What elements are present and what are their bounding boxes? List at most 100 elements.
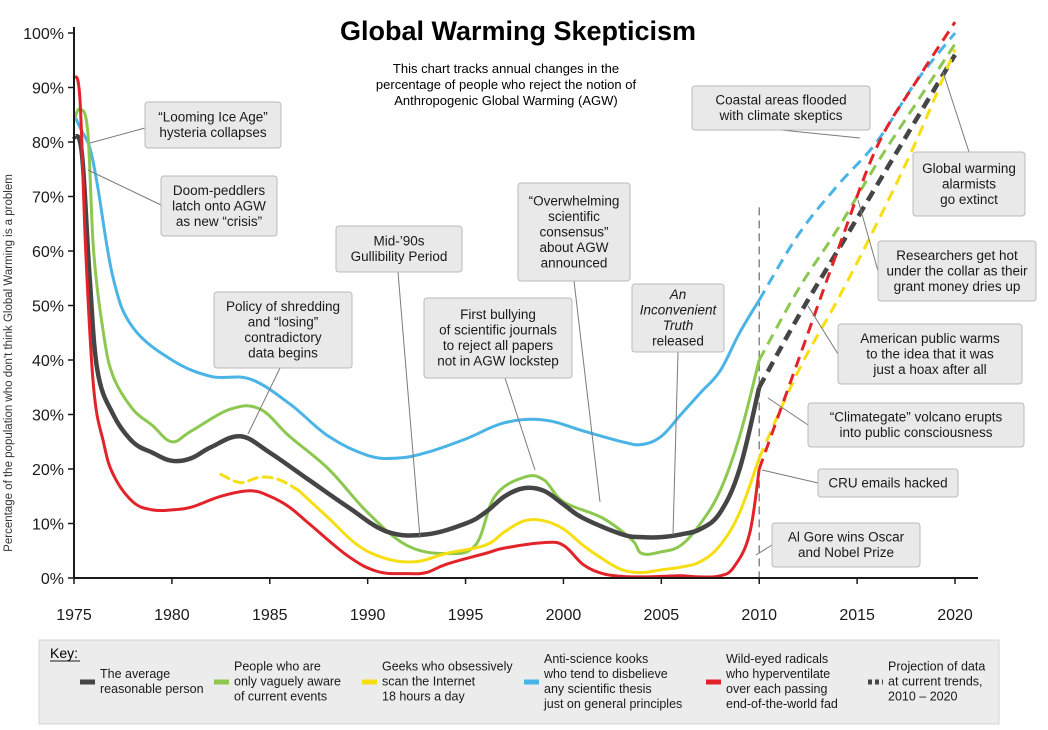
- annotations: “Looming Ice Age”hysteria collapses Doom-…: [87, 71, 1037, 568]
- annotation-leader: [504, 377, 536, 471]
- x-tick-label: 1995: [448, 607, 484, 624]
- annotation-box: [144, 101, 282, 149]
- annotation-text: not in AGW lockstep: [437, 354, 559, 369]
- legend-entry-text: scan the Internet: [382, 675, 476, 689]
- annotation-text: Policy of shredding: [226, 299, 340, 314]
- chart-subtitle: This chart tracks annual changes in thep…: [376, 61, 637, 108]
- annotation-text: latch onto AGW: [172, 198, 266, 213]
- series-3-early-dashed: [219, 472, 301, 493]
- legend-entry-text: end-of-the-world fad: [726, 697, 838, 711]
- annotation-text: Researchers get hot: [896, 248, 1018, 263]
- annotation-box: [807, 402, 1025, 448]
- legend-entry-text: of current events: [234, 690, 327, 704]
- annotation-text: under the collar as their: [886, 263, 1028, 278]
- annotation-leader: [942, 71, 970, 153]
- chart-title: Global Warming Skepticism: [340, 16, 696, 46]
- annotation-text: of scientific journals: [439, 323, 557, 338]
- x-tick-label: 1975: [56, 607, 92, 624]
- y-tick-label: 90%: [32, 81, 64, 98]
- annotation-text: Mid-’90s: [373, 234, 424, 249]
- series-4-line: [72, 75, 761, 579]
- annotation-box: [771, 522, 921, 568]
- series-4-projection: [757, 21, 957, 470]
- series-2-line: [71, 134, 762, 540]
- series-2-projection: [757, 53, 957, 389]
- annotation-text: into public consciousness: [839, 425, 992, 440]
- annotation-text: to the idea that it was: [866, 346, 994, 361]
- annotation-text: about AGW: [539, 240, 608, 255]
- x-tick-label: 2005: [644, 607, 680, 624]
- annotation-text: Truth: [663, 318, 694, 333]
- y-tick-label: 0%: [41, 571, 64, 588]
- annotation-text: Gullibility Period: [351, 249, 448, 264]
- annotation-text: Al Gore wins Oscar: [788, 530, 905, 545]
- annotation-text: Doom-peddlers: [173, 183, 266, 198]
- annotation-text: scientific: [548, 209, 600, 224]
- legend-entry-text: just on general principles: [543, 697, 682, 711]
- series-0-line: [72, 114, 761, 460]
- y-tick-label: 50%: [32, 299, 64, 316]
- x-tick-label: 2020: [937, 607, 973, 624]
- annotation-leader: [672, 351, 679, 536]
- legend-entry-text: who hyperventilate: [725, 667, 830, 681]
- x-tick-label: 2010: [741, 607, 777, 624]
- annotation-text: as new “crisis”: [176, 214, 262, 229]
- annotation-leader: [87, 169, 162, 206]
- axes: [73, 27, 978, 579]
- annotation-box: [691, 85, 871, 131]
- annotation-text: “Climategate” volcano erupts: [830, 410, 1003, 425]
- annotation-box: [160, 175, 278, 237]
- annotation-text: CRU emails hacked: [828, 475, 947, 490]
- annotation-text: and Nobel Prize: [798, 545, 894, 560]
- annotation-text: First bullying: [460, 307, 536, 322]
- annotation-text: just a hoax after all: [872, 362, 986, 377]
- legend-entry-text: People who are: [234, 660, 321, 674]
- subtitle-line: percentage of people who reject the noti…: [376, 77, 637, 92]
- y-tick-label: 30%: [32, 408, 64, 425]
- annotation-text: Global warming: [922, 161, 1016, 176]
- series-3-line: [298, 457, 761, 574]
- annotation-leader: [857, 199, 879, 272]
- annotation-text: “Looming Ice Age”: [158, 110, 268, 125]
- legend-entry-text: 18 hours a day: [382, 690, 465, 704]
- legend-title: Key:: [50, 645, 78, 661]
- annotation-leader: [761, 469, 819, 484]
- x-tick-label: 2000: [546, 607, 582, 624]
- legend-entry-text: at current trends,: [888, 675, 983, 689]
- annotation-text: American public warms: [860, 331, 1000, 346]
- legend-background: [38, 639, 1000, 725]
- series-lines: [71, 21, 957, 579]
- annotation-text: alarmists: [942, 176, 996, 191]
- annotation-box: [817, 468, 959, 498]
- annotation-text: Coastal areas flooded: [715, 93, 846, 108]
- annotation-text: to reject all papers: [443, 338, 554, 353]
- legend-entry-text: Geeks who obsessively: [382, 660, 513, 674]
- subtitle-line: Anthropogenic Global Warming (AGW): [394, 93, 618, 108]
- subtitle-line: This chart tracks annual changes in the: [393, 61, 619, 76]
- x-tick-label: 2015: [839, 607, 875, 624]
- legend-entry-text: Anti-science kooks: [544, 652, 648, 666]
- annotation-box: [912, 151, 1026, 217]
- y-tick-label: 60%: [32, 244, 64, 261]
- y-tick-label: 100%: [23, 26, 64, 43]
- y-tick-label: 80%: [32, 135, 64, 152]
- annotation-leader: [807, 305, 839, 355]
- annotation-leader: [780, 129, 861, 139]
- annotation-box: [335, 225, 463, 273]
- legend-entry-text: only vaguely aware: [234, 675, 341, 689]
- annotation-leader: [767, 397, 809, 426]
- annotation-box: [877, 240, 1037, 302]
- annotation-leader: [755, 544, 773, 556]
- annotation-box: [517, 182, 631, 282]
- legend-entry-text: who tend to disbelieve: [543, 667, 668, 681]
- annotation-text: go extinct: [940, 192, 998, 207]
- annotation-text: consensus”: [539, 224, 608, 239]
- legend-entry-text: Projection of data: [888, 660, 985, 674]
- annotation-text: contradictory: [244, 330, 322, 345]
- annotation-leader: [573, 280, 601, 503]
- annotation-text: data begins: [248, 346, 318, 361]
- x-tick-label: 1985: [252, 607, 288, 624]
- annotation-text: released: [652, 334, 704, 349]
